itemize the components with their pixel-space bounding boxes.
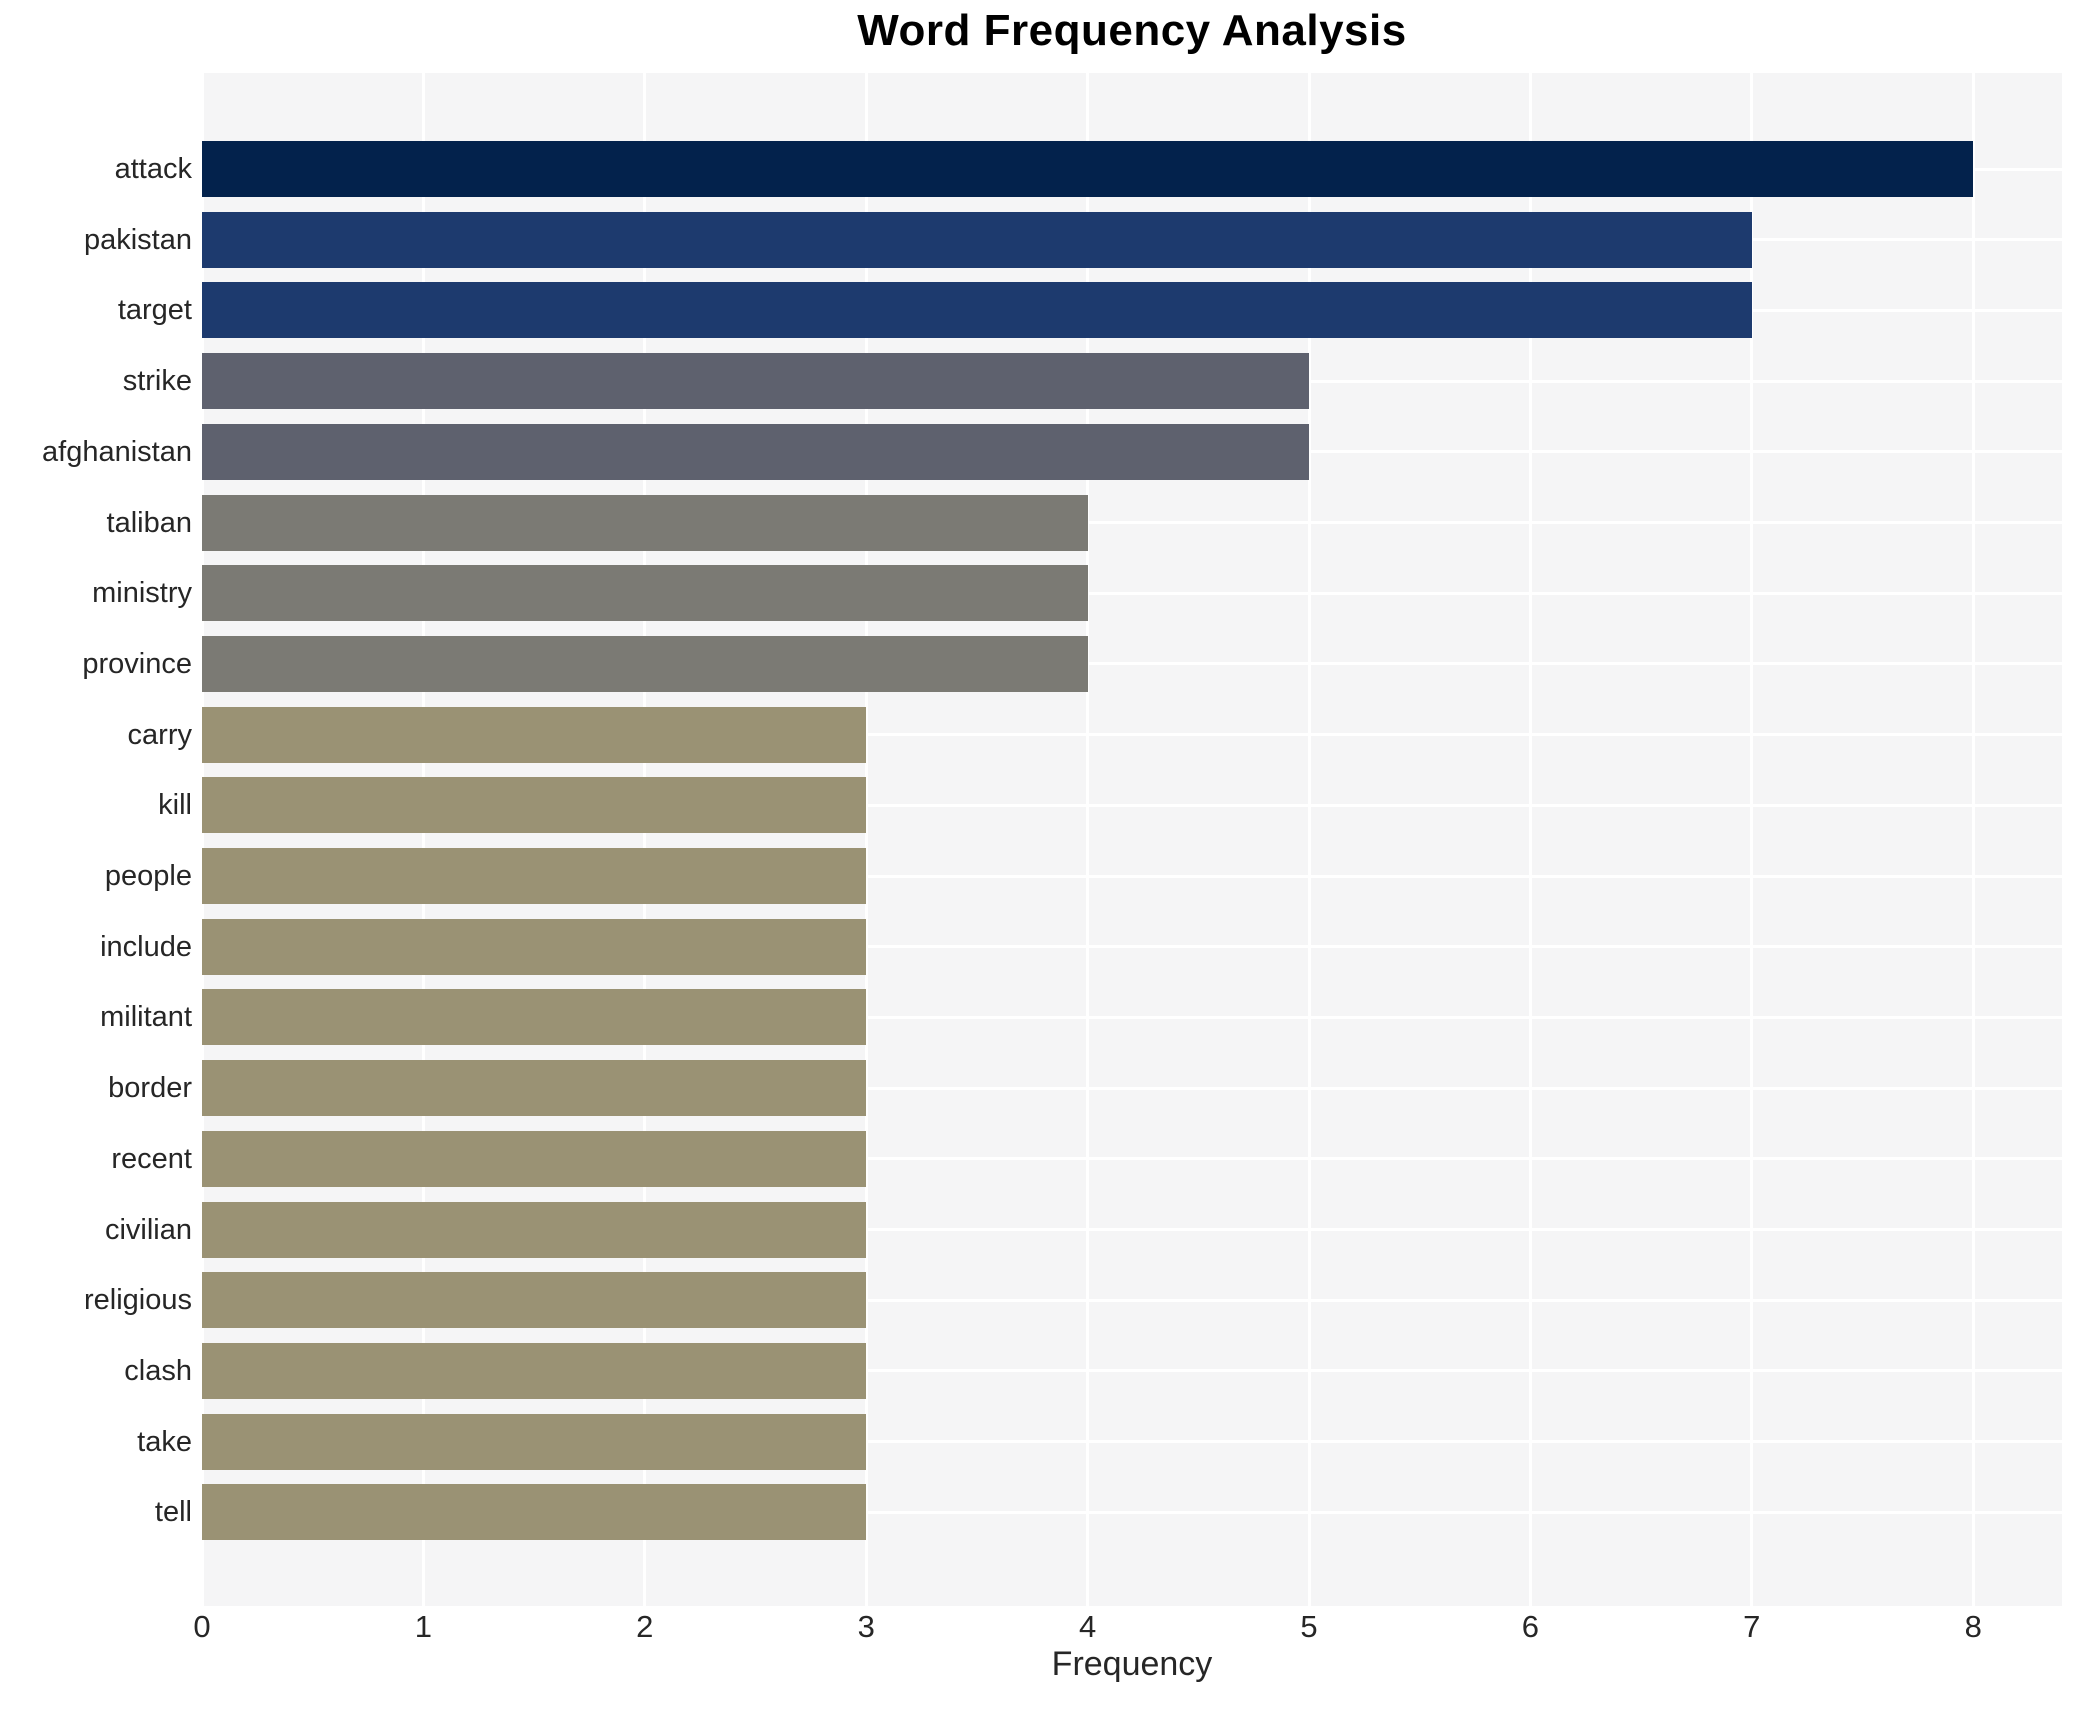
- y-tick-label-province: province: [82, 647, 192, 680]
- bar-people: [202, 848, 867, 904]
- y-tick-label-include: include: [100, 930, 192, 963]
- bar-religious: [202, 1272, 867, 1329]
- horizontal-gridline: [202, 1228, 2062, 1231]
- y-tick-label-take: take: [137, 1425, 192, 1458]
- y-tick-label-tell: tell: [154, 1496, 192, 1529]
- x-tick-label-5: 5: [1300, 1609, 1318, 1644]
- y-tick-label-recent: recent: [111, 1142, 192, 1175]
- bar-militant: [202, 989, 867, 1046]
- x-tick-label-7: 7: [1743, 1609, 1761, 1644]
- x-tick-label-6: 6: [1521, 1609, 1540, 1644]
- horizontal-gridline: [202, 1369, 2062, 1373]
- horizontal-gridline: [202, 1510, 2062, 1514]
- vertical-gridline-3: [864, 73, 868, 1606]
- bar-province: [202, 635, 1088, 692]
- x-tick-label-0: 0: [193, 1609, 211, 1644]
- bar-recent: [202, 1130, 867, 1187]
- y-tick-label-strike: strike: [122, 365, 192, 398]
- y-tick-label-clash: clash: [124, 1354, 192, 1387]
- vertical-gridline-6: [1528, 73, 1532, 1606]
- x-axis-title: Frequency: [1051, 1645, 1213, 1683]
- y-tick-label-pakistan: pakistan: [83, 223, 192, 256]
- bar-clash: [202, 1342, 867, 1399]
- vertical-gridline-8: [1971, 73, 1975, 1606]
- bar-carry: [202, 706, 867, 763]
- horizontal-gridline: [202, 1015, 2062, 1019]
- y-tick-label-people: people: [104, 860, 192, 892]
- y-tick-label-militant: militant: [100, 1001, 192, 1034]
- bar-attack: [202, 141, 1974, 197]
- x-tick-label-3: 3: [857, 1609, 875, 1644]
- horizontal-gridline: [202, 1157, 2062, 1161]
- y-tick-label-civilian: civilian: [104, 1213, 192, 1246]
- horizontal-gridline: [202, 1440, 2062, 1444]
- y-tick-label-attack: attack: [114, 153, 192, 185]
- bar-afghanistan: [202, 423, 1309, 480]
- y-tick-label-afghanistan: afghanistan: [42, 435, 192, 468]
- vertical-gridline-4: [1086, 73, 1090, 1606]
- horizontal-gridline: [202, 521, 2062, 524]
- vertical-gridline-2: [643, 73, 647, 1606]
- bar-include: [202, 918, 867, 975]
- bar-taliban: [202, 494, 1088, 551]
- y-tick-label-religious: religious: [84, 1284, 192, 1317]
- y-tick-label-ministry: ministry: [92, 577, 192, 610]
- vertical-gridline-0: [200, 73, 204, 1606]
- horizontal-gridline: [202, 874, 2062, 878]
- x-tick-label-4: 4: [1078, 1609, 1097, 1644]
- y-tick-label-kill: kill: [158, 789, 192, 822]
- horizontal-gridline: [202, 1298, 2062, 1302]
- y-tick-label-taliban: taliban: [106, 506, 192, 539]
- horizontal-gridline: [202, 1086, 2062, 1090]
- horizontal-gridline: [202, 733, 2062, 737]
- bar-border: [202, 1060, 867, 1117]
- bar-ministry: [202, 565, 1088, 622]
- x-tick-label-8: 8: [1964, 1609, 1982, 1644]
- y-tick-label-carry: carry: [127, 718, 192, 751]
- x-tick-label-1: 1: [414, 1609, 433, 1644]
- bar-strike: [202, 353, 1309, 410]
- y-tick-label-target: target: [117, 294, 192, 327]
- y-tick-label-border: border: [108, 1072, 192, 1105]
- vertical-gridline-1: [421, 73, 425, 1606]
- bar-civilian: [202, 1201, 867, 1258]
- bar-take: [202, 1413, 867, 1470]
- horizontal-gridline: [202, 803, 2062, 807]
- bar-target: [202, 282, 1752, 339]
- bar-kill: [202, 777, 867, 834]
- horizontal-gridline: [202, 945, 2062, 949]
- vertical-gridline-5: [1307, 73, 1311, 1606]
- horizontal-gridline: [202, 662, 2062, 666]
- x-tick-label-2: 2: [636, 1609, 654, 1644]
- bar-tell: [202, 1484, 867, 1541]
- chart-title: Word Frequency Analysis: [857, 6, 1407, 55]
- vertical-gridline-7: [1750, 73, 1754, 1606]
- horizontal-gridline: [202, 591, 2062, 595]
- plot-area: [200, 73, 2062, 1606]
- bar-pakistan: [202, 211, 1752, 268]
